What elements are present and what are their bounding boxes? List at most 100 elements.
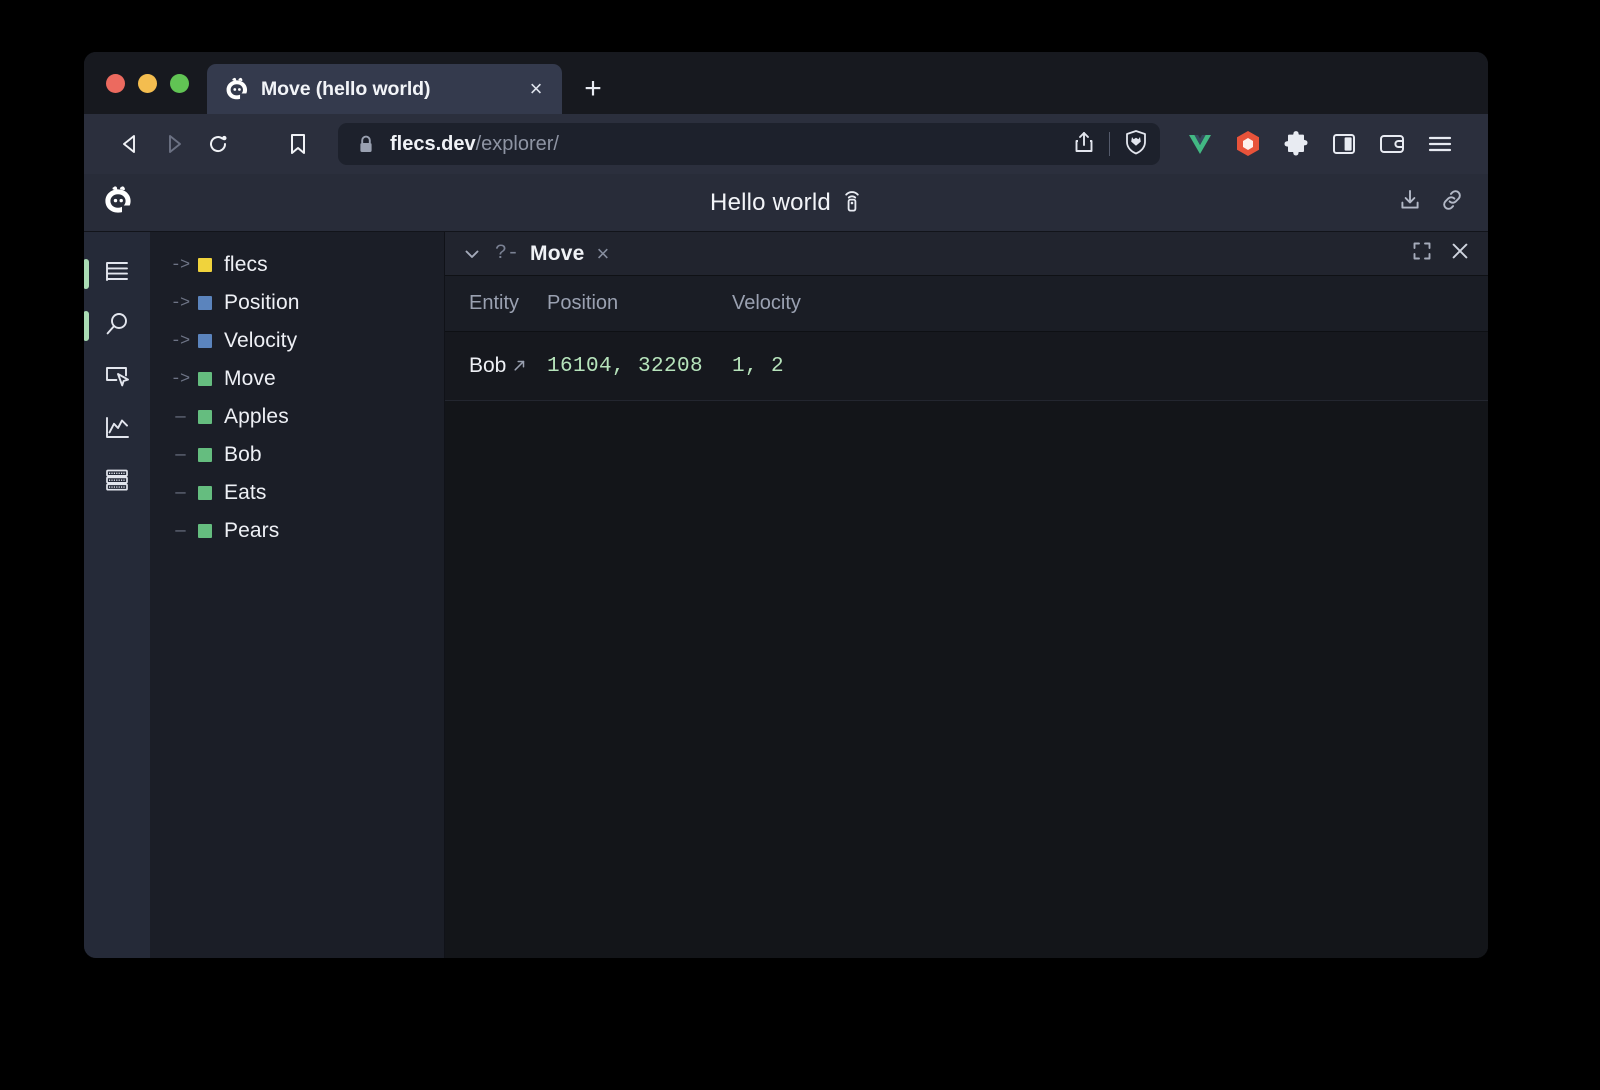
bookmark-icon [288,132,308,156]
extension-toolbar [1160,122,1464,166]
app-body: -> flecs -> Position -> Velocity -> Move [84,232,1488,958]
url-text: flecs.dev/explorer/ [390,133,1073,156]
tree-item-label: Eats [224,481,267,504]
rail-item-tables[interactable] [84,456,150,508]
cursor-select-icon [103,362,131,395]
query-prefix: ?- [495,242,520,265]
link-icon [1440,188,1464,217]
tree-item-pears[interactable]: — Pears [150,512,444,550]
tree-expand-arrow[interactable]: -> [170,293,190,313]
line-chart-icon [103,414,131,447]
tree-expand-arrow[interactable]: -> [170,331,190,351]
copy-link-button[interactable] [1438,189,1466,217]
back-button[interactable] [108,122,152,166]
brave-shield-icon[interactable] [1124,129,1148,160]
query-panel-header: ?- Move × [445,232,1488,276]
cell-velocity: 1, 2 [732,331,1488,401]
query-title: Move [530,241,585,265]
browser-titlebar: Move (hello world) × + [84,52,1488,114]
flecs-logo-icon [101,184,133,221]
tree-item-color-swatch [198,448,212,462]
tree-item-label: Bob [224,443,262,466]
fullscreen-icon[interactable] [1412,241,1432,266]
entity-name: Bob [469,354,507,377]
lock-icon [358,135,374,154]
tree-item-label: Velocity [224,329,298,352]
server-stack-icon [103,466,131,499]
tree-item-label: flecs [224,253,268,276]
query-table-wrapper: Entity Position Velocity Bob [445,276,1488,958]
share-button[interactable] [1073,130,1095,159]
close-icon[interactable] [1450,241,1470,266]
tree-item-color-swatch [198,258,212,272]
tree-leaf-dash: — [175,407,185,427]
tree-item-color-swatch [198,486,212,500]
tree-leaf-dash: — [175,483,185,503]
vue-devtools-icon[interactable] [1176,122,1224,166]
browser-tab[interactable]: Move (hello world) × [207,64,562,114]
download-button[interactable] [1396,189,1424,217]
forward-button[interactable] [152,122,196,166]
app-logo[interactable] [84,184,150,221]
search-icon [103,310,131,343]
tree-leaf-dash: — [175,521,185,541]
tree-item-apples[interactable]: — Apples [150,398,444,436]
query-panel-actions [1412,241,1470,266]
rail-item-search[interactable] [84,300,150,352]
chevron-down-icon[interactable] [459,245,485,263]
icon-rail [84,232,150,958]
tree-expand-arrow[interactable]: -> [170,369,190,389]
download-icon [1399,189,1421,216]
table-row[interactable]: Bob 16104, 32208 [445,331,1488,401]
entity-cell-inner: Bob [469,354,547,378]
tree-item-label: Position [224,291,300,314]
table-head: Entity Position Velocity [445,276,1488,332]
column-header-entity[interactable]: Entity [445,276,547,332]
tree-item-bob[interactable]: — Bob [150,436,444,474]
puzzle-extensions-icon[interactable] [1272,122,1320,166]
tree-item-flecs[interactable]: -> flecs [150,246,444,284]
entity-tree-panel: -> flecs -> Position -> Velocity -> Move [150,232,445,958]
external-link-icon[interactable] [513,354,526,378]
wallet-icon[interactable] [1368,122,1416,166]
rail-item-statistics[interactable] [84,404,150,456]
table-header-row: Entity Position Velocity [445,276,1488,332]
hexagon-extension-icon[interactable] [1224,122,1272,166]
tree-item-color-swatch [198,372,212,386]
close-window-button[interactable] [106,73,125,93]
query-clear-icon[interactable]: × [596,240,610,266]
forward-icon [163,133,185,155]
tree-item-velocity[interactable]: -> Velocity [150,322,444,360]
tree-item-color-swatch [198,296,212,310]
url-bar[interactable]: flecs.dev/explorer/ [338,123,1160,165]
minimize-window-button[interactable] [138,73,157,93]
tree-item-color-swatch [198,524,212,538]
tree-item-eats[interactable]: — Eats [150,474,444,512]
new-tab-button[interactable]: + [584,72,602,105]
sidebar-toggle-icon[interactable] [1320,122,1368,166]
tree-item-position[interactable]: -> Position [150,284,444,322]
query-results-table: Entity Position Velocity Bob [445,276,1488,401]
rail-item-tree-view[interactable] [84,248,150,300]
back-icon [119,133,141,155]
menu-hamburger-icon[interactable] [1416,122,1464,166]
reload-button[interactable] [196,122,240,166]
query-results-area: ?- Move × [445,232,1488,958]
tree-expand-arrow[interactable]: -> [170,255,190,275]
tree-item-move[interactable]: -> Move [150,360,444,398]
cell-entity[interactable]: Bob [445,331,547,401]
bookmark-button[interactable] [276,122,320,166]
tree-item-label: Apples [224,405,289,428]
column-header-velocity[interactable]: Velocity [732,276,1488,332]
page-title: Hello world [710,188,831,216]
zoom-window-button[interactable] [170,73,189,93]
url-path: /explorer/ [475,132,559,155]
tab-close-icon[interactable]: × [529,76,543,101]
app-title-group: Hello world [84,188,1488,217]
browser-navbar: flecs.dev/explorer/ [84,114,1488,174]
tree-item-color-swatch [198,334,212,348]
rail-item-inspector[interactable] [84,352,150,404]
tab-title: Move (hello world) [261,77,431,100]
column-header-position[interactable]: Position [547,276,732,332]
url-divider [1109,132,1110,156]
